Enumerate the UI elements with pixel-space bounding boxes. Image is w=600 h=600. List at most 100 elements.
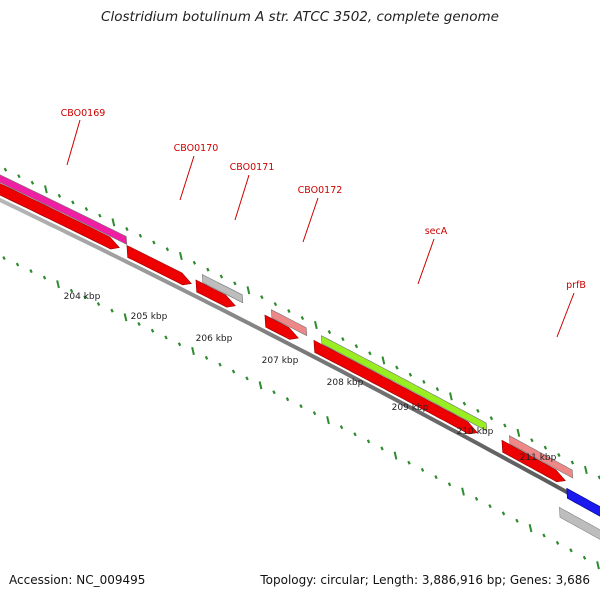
scale-label: 211 kbp bbox=[520, 453, 557, 463]
tick-mark bbox=[30, 180, 35, 185]
cds-arrow bbox=[0, 183, 120, 250]
tick-mark bbox=[219, 274, 224, 279]
gene-label: prfB bbox=[566, 280, 586, 291]
tick-mark bbox=[177, 342, 182, 347]
tick-mark bbox=[204, 355, 209, 360]
tick-mark bbox=[300, 316, 305, 321]
gene-block bbox=[270, 309, 308, 337]
tick-mark bbox=[528, 524, 533, 533]
tick-mark bbox=[327, 330, 332, 335]
backbone-track bbox=[0, 197, 600, 513]
tick-mark bbox=[555, 540, 560, 545]
gene-label: CBO0169 bbox=[61, 108, 106, 119]
callout-line bbox=[302, 197, 319, 243]
gene-track bbox=[0, 174, 600, 540]
cds-arrow bbox=[264, 314, 299, 340]
tick-mark bbox=[582, 555, 587, 560]
tick-mark bbox=[246, 286, 251, 295]
callout-line bbox=[179, 155, 195, 201]
tick-mark bbox=[339, 425, 344, 430]
tick-mark bbox=[461, 487, 465, 496]
tick-mark bbox=[233, 281, 237, 286]
tick-mark bbox=[29, 269, 33, 274]
tick-mark bbox=[474, 496, 479, 501]
cds-arrow bbox=[195, 279, 236, 308]
tick-mark bbox=[231, 369, 236, 374]
tick-mark bbox=[368, 351, 372, 356]
gene-block bbox=[201, 273, 244, 304]
tick-mark bbox=[260, 295, 264, 300]
tick-mark bbox=[125, 227, 129, 232]
tick-mark bbox=[353, 432, 357, 437]
gene-block bbox=[320, 335, 488, 432]
tick-mark bbox=[447, 482, 452, 487]
tick-mark bbox=[557, 453, 561, 458]
gene-label: CBO0171 bbox=[230, 162, 275, 173]
tick-mark bbox=[17, 174, 21, 179]
map-title: Clostridium botulinum A str. ATCC 3502, … bbox=[101, 9, 499, 25]
gene-label: secA bbox=[425, 226, 448, 237]
tick-mark bbox=[83, 295, 87, 300]
tick-mark bbox=[123, 313, 128, 322]
tick-mark bbox=[164, 335, 168, 340]
tick-mark bbox=[530, 438, 534, 443]
tick-mark bbox=[218, 362, 222, 367]
tick-mark bbox=[395, 365, 399, 370]
tick-mark bbox=[380, 446, 384, 451]
tick-mark bbox=[3, 167, 8, 172]
tick-mark bbox=[191, 346, 195, 356]
tick-mark bbox=[110, 308, 114, 313]
tick-mark bbox=[515, 518, 519, 523]
tick-mark bbox=[542, 533, 546, 538]
tick-mark bbox=[57, 193, 62, 198]
tick-mark bbox=[84, 207, 89, 212]
tick-mark bbox=[476, 408, 480, 413]
tick-mark bbox=[543, 445, 548, 450]
tick-mark bbox=[393, 451, 398, 460]
tick-mark bbox=[569, 548, 573, 553]
tick-mark bbox=[488, 504, 492, 509]
tick-mark bbox=[596, 561, 600, 570]
callout-line bbox=[417, 238, 435, 285]
tick-mark bbox=[584, 465, 588, 475]
gene-label: CBO0170 bbox=[174, 143, 219, 154]
tick-mark bbox=[501, 511, 506, 516]
gene-block bbox=[558, 506, 600, 540]
gene-label: CBO0172 bbox=[298, 185, 343, 196]
tick-mark bbox=[503, 423, 507, 428]
tick-mark bbox=[326, 416, 330, 425]
gene-block bbox=[508, 435, 574, 479]
tick-mark bbox=[273, 302, 278, 307]
tick-mark bbox=[258, 381, 263, 390]
scale-label: 207 kbp bbox=[262, 356, 299, 366]
scale-label: 210 kbp bbox=[457, 427, 494, 437]
tick-mark bbox=[287, 309, 291, 314]
tick-mark bbox=[570, 460, 575, 465]
callout-line bbox=[66, 119, 81, 166]
tick-mark bbox=[435, 387, 440, 392]
genome-backbone bbox=[0, 197, 600, 513]
tick-mark bbox=[206, 267, 210, 272]
tick-mark bbox=[516, 428, 521, 437]
tick-mark bbox=[71, 200, 75, 205]
tick-mark bbox=[98, 213, 102, 218]
gene-block bbox=[566, 487, 600, 517]
tick-mark bbox=[15, 262, 20, 267]
tick-mark bbox=[462, 401, 467, 406]
tick-mark bbox=[341, 337, 345, 342]
scale-label: 206 kbp bbox=[196, 334, 233, 344]
scale-label: 205 kbp bbox=[131, 312, 168, 322]
genome-stats-label: Topology: circular; Length: 3,886,916 bp… bbox=[260, 573, 590, 587]
tick-mark bbox=[96, 301, 101, 306]
tick-mark bbox=[44, 185, 48, 194]
callout-line bbox=[556, 292, 575, 338]
tick-mark bbox=[434, 475, 438, 480]
tick-mark bbox=[312, 411, 317, 416]
tick-mark bbox=[69, 288, 74, 293]
gene-block bbox=[0, 174, 128, 246]
tick-mark bbox=[422, 379, 426, 384]
callout-line bbox=[234, 174, 250, 221]
tick-mark bbox=[314, 320, 318, 330]
tick-mark bbox=[408, 372, 413, 377]
